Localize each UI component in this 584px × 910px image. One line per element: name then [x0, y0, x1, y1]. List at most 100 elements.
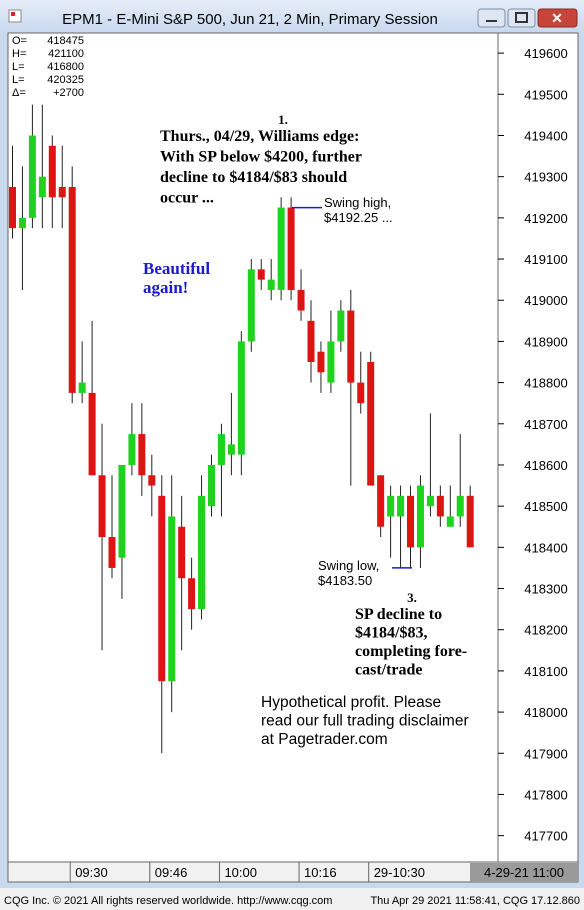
readout-value: 421100	[48, 48, 84, 60]
candle-body	[148, 475, 156, 486]
candle-body	[118, 464, 126, 558]
annotation-text: occur ...	[160, 190, 214, 207]
candle-body	[78, 382, 86, 393]
y-tick-label: 419400	[524, 128, 567, 143]
y-tick-label: 418000	[524, 705, 567, 720]
y-tick-label: 418100	[524, 664, 567, 679]
annotation-text: $4184/$83,	[355, 625, 427, 642]
status-bar	[0, 888, 584, 910]
annotation-text: Hypothetical profit. Please	[261, 694, 441, 711]
annotation-text: $4183.50	[318, 573, 372, 588]
annotation-text: again!	[143, 278, 188, 297]
candle-body	[357, 382, 365, 404]
annotation-text: at Pagetrader.com	[261, 731, 388, 748]
candle-body	[317, 351, 325, 373]
y-tick-label: 418900	[524, 334, 567, 349]
annotation-text: Thurs., 04/29, Williams edge:	[160, 128, 359, 145]
candle-body	[128, 434, 136, 465]
y-axis-panel	[497, 32, 579, 863]
candle-body	[416, 485, 424, 548]
candle-body	[397, 495, 405, 517]
annotation-text: Beautiful	[143, 259, 210, 278]
cursor-time-box	[470, 863, 578, 882]
annotation-text: SP decline to	[355, 606, 442, 623]
y-tick-label: 418600	[524, 458, 567, 473]
candle-body	[407, 495, 414, 548]
x-tick-label: 09:46	[155, 865, 188, 880]
cursor-time: 4-29-21 11:00	[484, 865, 564, 880]
candle-body	[188, 578, 196, 610]
x-tick-label: 29-10:30	[374, 865, 425, 880]
readout-value: 420325	[47, 74, 84, 86]
maximize-glyph	[515, 12, 528, 23]
footer-right: Thu Apr 29 2021 11:58:41, CQG 17.12.860	[370, 895, 580, 907]
candle-body	[217, 434, 225, 465]
y-tick-label: 419500	[524, 87, 567, 102]
annotation-text: Swing high,	[324, 195, 391, 210]
y-tick-label: 418200	[524, 623, 567, 638]
candle-body	[347, 310, 355, 383]
candle-body	[426, 495, 434, 507]
x-tick-label: 09:30	[75, 865, 108, 880]
candle-body	[48, 145, 56, 198]
readout-label: L=	[12, 61, 25, 73]
candle-body	[9, 186, 16, 229]
candle-body	[287, 207, 295, 290]
y-tick-label: 418300	[524, 582, 567, 597]
y-tick-label: 417800	[524, 787, 567, 802]
close-glyph: ✕	[551, 10, 563, 26]
annotation-text: cast/trade	[355, 662, 423, 679]
candle-body	[28, 135, 36, 218]
close-button[interactable]	[537, 8, 578, 28]
candle-body	[446, 516, 454, 527]
annotation-text: With SP below $4200, further	[160, 149, 362, 166]
y-tick-label: 419300	[524, 170, 567, 185]
window-buttons[interactable]: ✕	[477, 8, 578, 28]
y-tick-label: 418800	[524, 376, 567, 391]
y-tick-label: 417900	[524, 746, 567, 761]
readout-label: O=	[12, 35, 27, 47]
readout-value: +2700	[53, 87, 84, 99]
maximize-button[interactable]	[507, 8, 536, 28]
annotation-text: 3.	[407, 590, 417, 605]
candle-body	[227, 444, 235, 455]
candle-body	[436, 495, 444, 517]
readout-value: 418475	[47, 35, 84, 47]
readout-value: 416800	[47, 61, 84, 73]
candle-body	[208, 464, 215, 507]
candle-body	[38, 176, 46, 198]
candle-body	[138, 434, 146, 476]
candle-body	[178, 526, 186, 579]
candle-body	[18, 217, 26, 229]
y-tick-label: 419000	[524, 293, 567, 308]
candle-body	[307, 320, 315, 363]
y-tick-label: 417700	[524, 829, 567, 844]
footer-left: CQG Inc. © 2021 All rights reserved worl…	[4, 895, 332, 907]
annotation-text: read our full trading disclaimer	[261, 713, 469, 730]
readout-label: H=	[12, 48, 26, 60]
candle-body	[456, 495, 464, 517]
candle-body	[337, 310, 345, 342]
annotation-text: decline to $4184/$83 should	[160, 169, 347, 186]
candle-body	[327, 341, 335, 383]
y-tick-label: 419200	[524, 211, 567, 226]
candle-body	[267, 279, 275, 290]
y-tick-label: 419100	[524, 252, 567, 267]
candle-body	[108, 537, 116, 568]
candle-body	[257, 269, 265, 280]
app-icon-dot	[11, 12, 15, 16]
candle-body	[68, 186, 76, 393]
annotation-text: $4192.25 ...	[324, 210, 393, 225]
annotation-text: 1.	[278, 112, 288, 127]
candle-body	[88, 392, 96, 476]
readout-label: L=	[12, 74, 25, 86]
minimize-button[interactable]	[477, 8, 506, 28]
candle-body	[58, 186, 66, 198]
candle-body	[297, 289, 305, 311]
x-tick-label: 10:16	[304, 865, 337, 880]
y-tick-label: 418700	[524, 417, 567, 432]
candle-body	[367, 362, 375, 486]
x-tick-label: 10:00	[224, 865, 257, 880]
